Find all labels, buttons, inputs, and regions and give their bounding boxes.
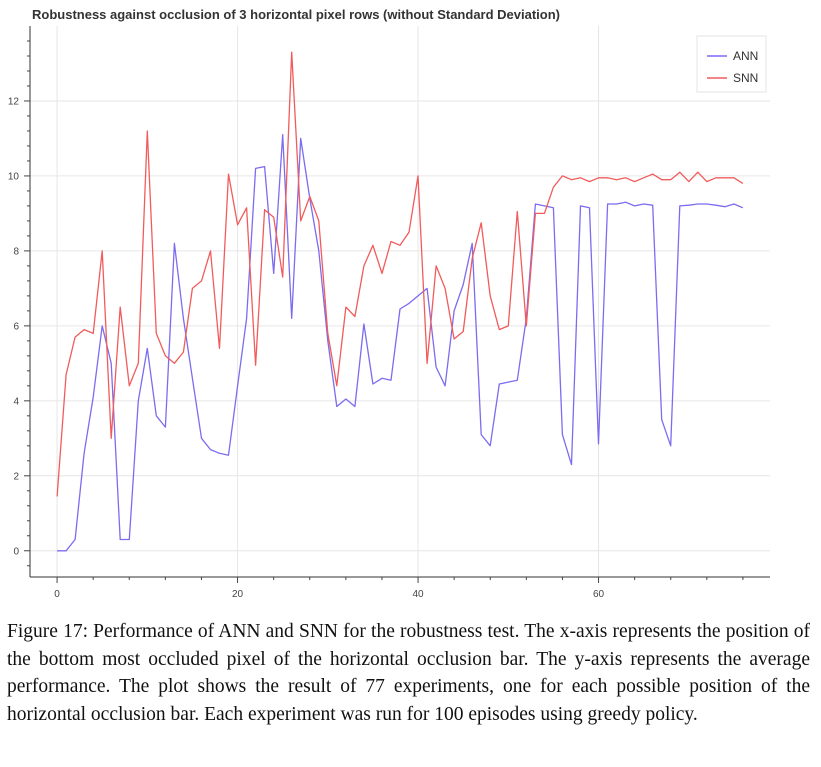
x-tick-label: 40 bbox=[412, 589, 424, 600]
legend-label-ann: ANN bbox=[733, 49, 758, 63]
y-tick-label: 6 bbox=[13, 321, 19, 332]
line-chart: Robustness against occlusion of 3 horizo… bbox=[8, 7, 770, 600]
series-line-ann bbox=[57, 134, 744, 552]
chart-title: Robustness against occlusion of 3 horizo… bbox=[32, 7, 560, 22]
series-line-snn bbox=[56, 51, 744, 497]
x-tick-label: 20 bbox=[232, 589, 244, 600]
x-tick-label: 60 bbox=[593, 589, 605, 600]
y-tick-label: 4 bbox=[13, 396, 19, 407]
plot-area: 0 2 4 6 8 10 12 0 20 40 60 bbox=[8, 26, 770, 600]
x-tick-label: 0 bbox=[54, 589, 60, 600]
y-tick-label: 0 bbox=[13, 546, 19, 557]
y-tick-label: 12 bbox=[8, 96, 20, 107]
legend-box bbox=[696, 35, 767, 93]
figure-caption: Figure 17: Performance of ANN and SNN fo… bbox=[7, 621, 810, 725]
legend-label-snn: SNN bbox=[733, 71, 758, 85]
legend: ANN SNN bbox=[696, 35, 767, 93]
y-tick-label: 8 bbox=[13, 246, 19, 257]
y-tick-label: 2 bbox=[13, 471, 19, 482]
y-tick-label: 10 bbox=[8, 171, 20, 182]
